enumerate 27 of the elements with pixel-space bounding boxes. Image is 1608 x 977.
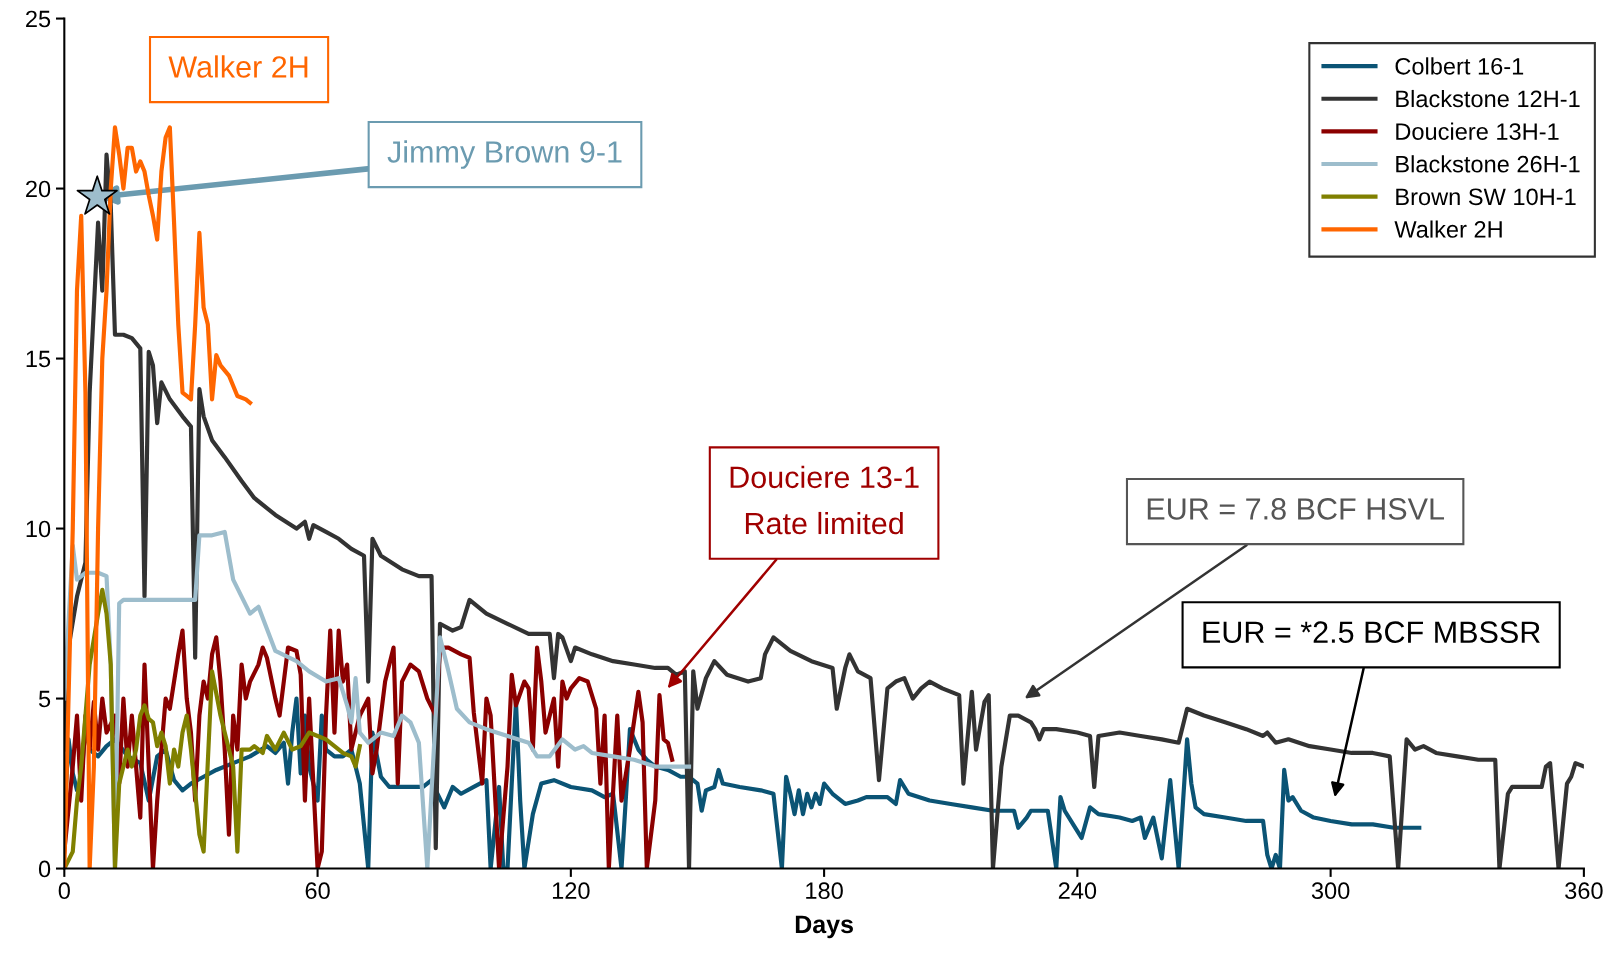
y-tick-label: 0: [38, 860, 51, 878]
x-tick-label: 360: [1565, 882, 1603, 900]
legend-label: Colbert 16-1: [1395, 57, 1524, 75]
annotation: Douciere 13-1 Rate limited: [730, 465, 919, 535]
x-tick-label: 180: [806, 882, 843, 900]
x-tick-label: 120: [552, 882, 590, 900]
y-tick-label: 5: [38, 690, 51, 708]
line-series: [64, 587, 362, 869]
x-axis-title: Days: [795, 915, 853, 939]
annotation: Walker 2H: [168, 55, 308, 78]
y-tick-label: 25: [26, 10, 51, 28]
x-tick-label: 240: [1058, 882, 1097, 900]
y-tick-label: 10: [26, 520, 51, 538]
legend-label: Blackstone 26H-1: [1396, 155, 1580, 173]
y-tick-label: 15: [26, 350, 51, 368]
annotation: Jimmy Brown 9-1: [387, 140, 622, 169]
annotation: EUR = *2.5 BCF MBSSR: [1203, 621, 1540, 644]
x-tick-label: 0: [58, 882, 70, 900]
y-tick-label: 20: [26, 180, 51, 198]
annotation: EUR = 7.8 BCF HSVL: [1147, 498, 1445, 520]
legend-label: Brown SW 10H-1: [1396, 188, 1576, 206]
legend-label: Douciere 13H-1: [1396, 122, 1559, 140]
legend-label: Blackstone 12H-1: [1396, 89, 1580, 108]
x-tick-label: 60: [305, 882, 330, 900]
x-tick-label: 300: [1311, 882, 1350, 900]
legend-label: Walker 2H: [1394, 220, 1502, 238]
line-series: [64, 125, 253, 869]
